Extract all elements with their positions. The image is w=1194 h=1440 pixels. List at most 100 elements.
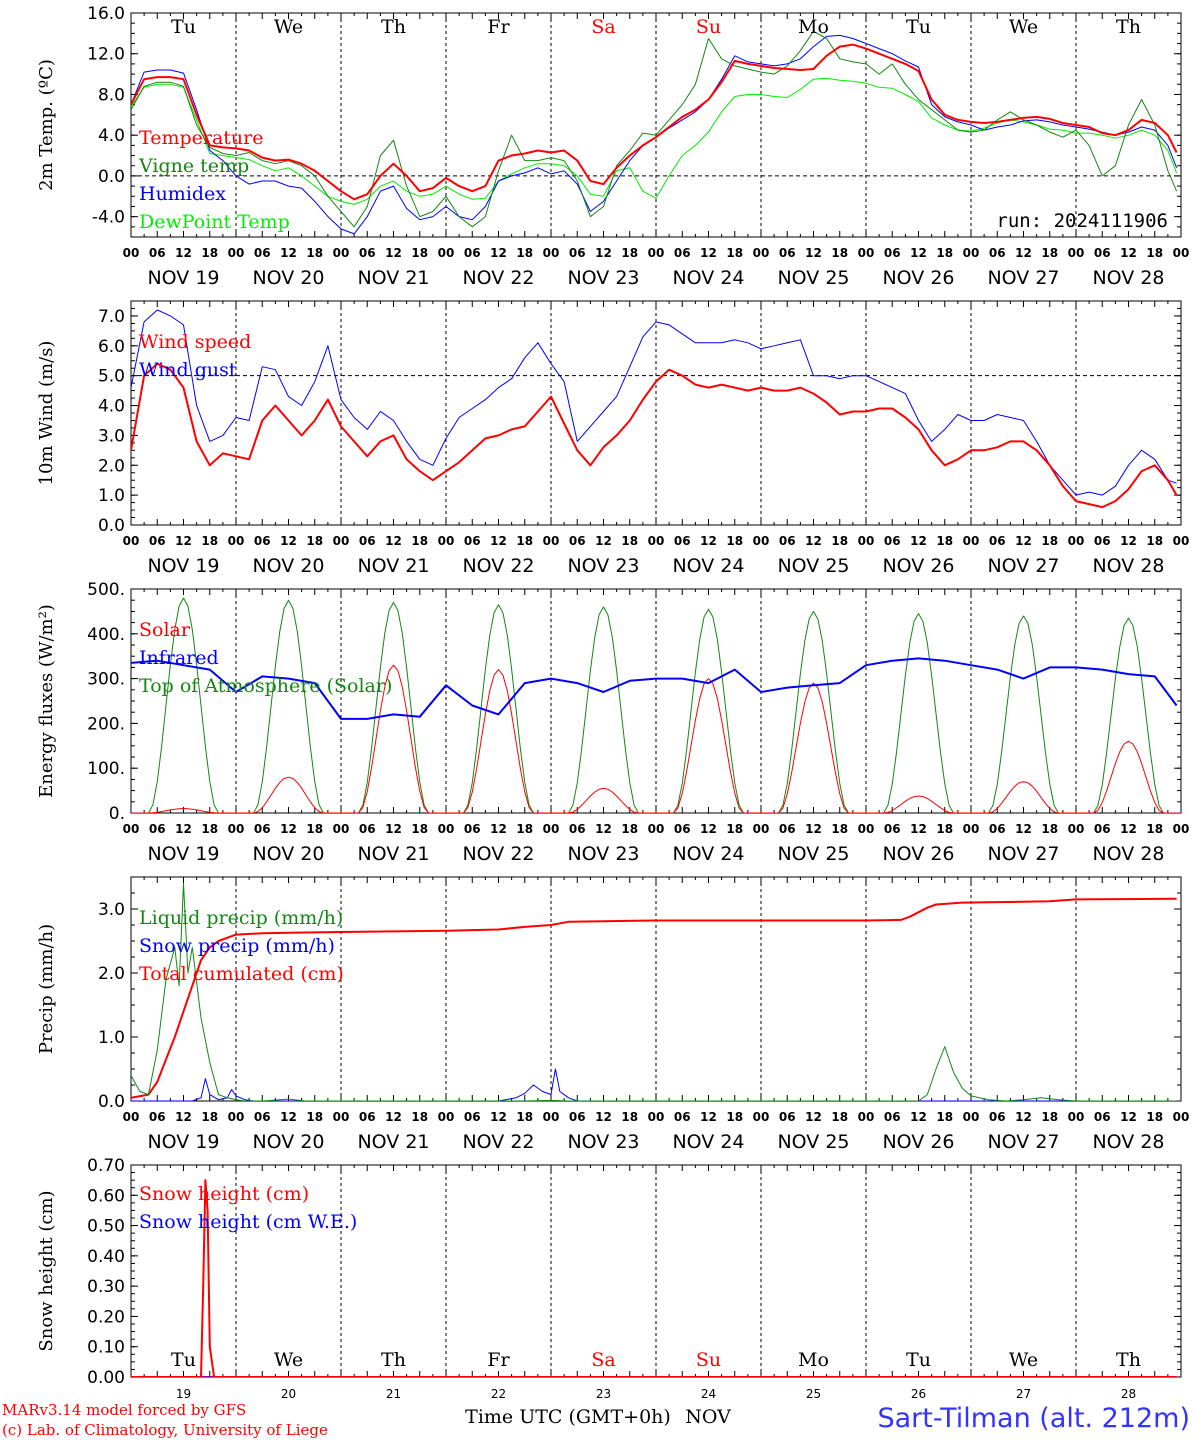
hour-tick-label: 00 (228, 534, 245, 548)
hour-tick-label: 00 (543, 1110, 560, 1124)
y-tick-label: 300. (87, 670, 125, 690)
hour-tick-label: 06 (1094, 822, 1111, 836)
hour-tick-label: 18 (1146, 822, 1163, 836)
hour-tick-label: 12 (490, 822, 507, 836)
panel-4: 0.0 1.0 2.0 3.0 Precip (mm/h) Liquid precip (… (36, 876, 1189, 1153)
legend-item: Top of Atmosphere (Solar) (139, 675, 392, 697)
hour-tick-label: 12 (385, 1110, 402, 1124)
hour-tick-label: 00 (438, 246, 455, 260)
hour-tick-label: 18 (306, 822, 323, 836)
hour-tick-label: 06 (569, 1110, 586, 1124)
y-tick-label: -4.0 (92, 208, 125, 228)
day-number: 21 (386, 1387, 401, 1401)
date-label: NOV 27 (987, 1131, 1059, 1153)
hour-tick-label: 00 (858, 534, 875, 548)
legend-item: Vigne temp (138, 155, 249, 177)
hour-tick-label: 18 (1041, 534, 1058, 548)
weekday-label: Tu (171, 16, 196, 38)
hour-tick-label: 18 (621, 246, 638, 260)
y-tick-label: 0.70 (87, 1156, 125, 1176)
hour-tick-label: 00 (1068, 246, 1085, 260)
hour-tick-label: 00 (438, 822, 455, 836)
model-credit: MARv3.14 model forced by GFS (2, 1401, 246, 1419)
legend-item: Wind speed (139, 331, 251, 353)
hour-tick-label: 00 (543, 246, 560, 260)
hour-tick-label: 06 (989, 534, 1006, 548)
hour-tick-label: 12 (1015, 1110, 1032, 1124)
hour-tick-label: 00 (228, 822, 245, 836)
hour-tick-label: 12 (910, 1110, 927, 1124)
hour-tick-label: 18 (726, 246, 743, 260)
hour-tick-label: 18 (726, 822, 743, 836)
hour-tick-label: 12 (805, 822, 822, 836)
date-label: NOV 24 (672, 555, 744, 577)
hour-tick-label: 00 (543, 822, 560, 836)
date-label: NOV 28 (1092, 1131, 1164, 1153)
hour-tick-label: 00 (648, 534, 665, 548)
day-number: 27 (1016, 1387, 1031, 1401)
plot-frame (130, 300, 1182, 526)
hour-tick-label: 06 (674, 534, 691, 548)
weekday-label: Mo (798, 16, 829, 38)
hour-tick-label: 18 (831, 534, 848, 548)
y-axis-label: 2m Temp. (ºC) (36, 59, 57, 191)
y-tick-label: 0.0 (98, 167, 125, 187)
date-label: NOV 26 (882, 555, 954, 577)
hour-tick-label: 18 (936, 534, 953, 548)
hour-tick-label: 12 (1015, 246, 1032, 260)
hour-tick-label: 18 (411, 534, 428, 548)
series-liquid-precip-mm-h- (131, 882, 1177, 1101)
hour-tick-label: 12 (385, 246, 402, 260)
hour-tick-label: 06 (254, 822, 271, 836)
date-label: NOV 26 (882, 843, 954, 865)
hour-tick-label: 06 (464, 246, 481, 260)
hour-tick-label: 18 (1146, 246, 1163, 260)
hour-tick-label: 18 (831, 1110, 848, 1124)
hour-tick-label: 06 (254, 1110, 271, 1124)
hour-tick-label: 00 (963, 1110, 980, 1124)
hour-tick-label: 18 (621, 1110, 638, 1124)
hour-tick-label: 00 (648, 822, 665, 836)
date-label: NOV 19 (147, 1131, 219, 1153)
series-vigne-temp (131, 30, 1178, 228)
hour-tick-label: 18 (411, 1110, 428, 1124)
hour-tick-label: 12 (280, 1110, 297, 1124)
hour-tick-label: 18 (411, 246, 428, 260)
date-label: NOV 26 (882, 267, 954, 289)
date-label: NOV 23 (567, 1131, 639, 1153)
date-label: NOV 27 (987, 267, 1059, 289)
hour-tick-label: 06 (989, 1110, 1006, 1124)
hour-tick-label: 18 (726, 1110, 743, 1124)
hour-tick-label: 06 (359, 822, 376, 836)
hour-tick-label: 06 (149, 534, 166, 548)
hour-tick-label: 18 (936, 822, 953, 836)
y-tick-label: 16.0 (87, 4, 125, 24)
hour-tick-label: 00 (333, 534, 350, 548)
legend-item: Snow height (cm) (139, 1183, 309, 1205)
hour-tick-label: 06 (569, 822, 586, 836)
weekday-label: Sa (591, 1349, 615, 1371)
hour-tick-label: 18 (306, 246, 323, 260)
hour-tick-label: 06 (989, 822, 1006, 836)
hour-tick-label: 06 (149, 1110, 166, 1124)
date-label: NOV 24 (672, 843, 744, 865)
hour-tick-label: 12 (805, 1110, 822, 1124)
hour-tick-label: 06 (359, 246, 376, 260)
hour-tick-label: 18 (1041, 246, 1058, 260)
hour-tick-label: 18 (1146, 534, 1163, 548)
hour-tick-label: 12 (385, 822, 402, 836)
series-temperature (131, 43, 1178, 201)
hour-tick-label: 00 (123, 246, 140, 260)
y-tick-label: 3.0 (98, 426, 125, 446)
hour-tick-label: 18 (516, 534, 533, 548)
date-label: NOV 21 (357, 843, 429, 865)
weekday-label: Tu (906, 1349, 931, 1371)
hour-tick-label: 00 (438, 1110, 455, 1124)
weekday-label: Fr (487, 16, 510, 38)
hour-tick-label: 18 (831, 822, 848, 836)
date-label: NOV 20 (252, 1131, 324, 1153)
date-label: NOV 27 (987, 555, 1059, 577)
plot-frame (130, 12, 1182, 238)
day-number: 25 (806, 1387, 821, 1401)
y-axis-label: Precip (mm/h) (36, 924, 57, 1054)
